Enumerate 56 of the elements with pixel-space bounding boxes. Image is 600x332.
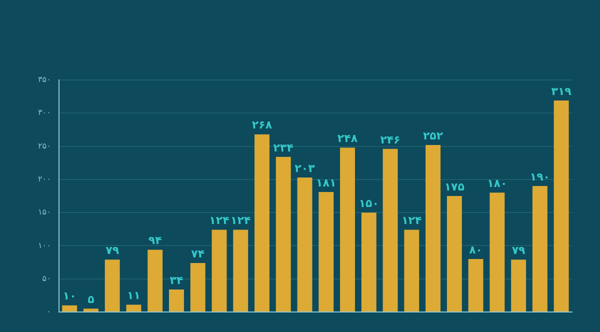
bar <box>297 177 312 312</box>
y-tick-label: ۲۰۰ <box>38 174 51 184</box>
bar <box>554 100 569 312</box>
bar <box>511 260 526 312</box>
data-label: ۱۲۴ <box>402 214 422 228</box>
data-label: ۷۹ <box>106 244 120 257</box>
bar <box>446 196 462 312</box>
bar <box>126 304 142 312</box>
bar <box>212 230 227 312</box>
data-label: ۱۹۰ <box>530 170 550 184</box>
data-label: ۹۴ <box>148 234 162 248</box>
data-label: ۱۱ <box>127 289 140 302</box>
y-tick-label: ۱۵۰ <box>38 208 51 217</box>
bar <box>426 144 441 312</box>
y-tick-label: ۵۰ <box>42 274 51 283</box>
bar <box>233 230 248 312</box>
data-label: ۲۴۸ <box>337 132 358 145</box>
y-tick-label: ۱۰۰ <box>38 240 51 250</box>
data-label: ۵ <box>88 293 95 306</box>
bar <box>340 148 355 312</box>
bar <box>318 192 334 312</box>
bar <box>382 148 398 312</box>
bar <box>254 134 270 312</box>
data-label: ۳۱۹ <box>551 84 572 98</box>
bar <box>276 156 291 312</box>
data-label: ۲۴۶ <box>380 133 400 146</box>
bar <box>62 305 78 312</box>
data-label: ۱۵۰ <box>358 196 379 210</box>
bar <box>190 262 206 312</box>
bar <box>168 289 184 312</box>
bar <box>468 258 484 312</box>
data-label: ۳۴ <box>170 274 184 287</box>
bar <box>490 192 505 312</box>
data-label: ۱۷۵ <box>444 180 465 194</box>
data-label: ۱۲۴ <box>209 214 230 228</box>
data-label: ۷۴ <box>191 247 205 260</box>
y-tick-label: ۳۵۰ <box>38 75 51 84</box>
data-label: ۱۸۱ <box>316 176 336 190</box>
bar <box>361 212 376 312</box>
data-label: ۲۵۲ <box>422 129 444 142</box>
bar <box>532 186 548 312</box>
data-label: ۱۰ <box>62 290 76 303</box>
y-tick-label: ۰ <box>46 307 51 316</box>
data-label: ۲۰۳ <box>294 162 316 175</box>
data-label: ۷۹ <box>512 244 526 257</box>
bar <box>83 308 98 312</box>
data-label: ۱۲۴ <box>230 214 251 228</box>
bar <box>104 260 120 312</box>
bar <box>148 250 163 312</box>
bar <box>404 230 420 312</box>
data-label: ۱۸۰ <box>487 177 508 190</box>
data-label: ۸۰ <box>469 243 483 256</box>
y-tick-label: ۲۵۰ <box>38 141 51 150</box>
y-tick-label: ۳۰۰ <box>38 108 51 118</box>
data-label: ۲۶۸ <box>252 118 272 132</box>
data-label: ۲۳۴ <box>273 141 294 154</box>
